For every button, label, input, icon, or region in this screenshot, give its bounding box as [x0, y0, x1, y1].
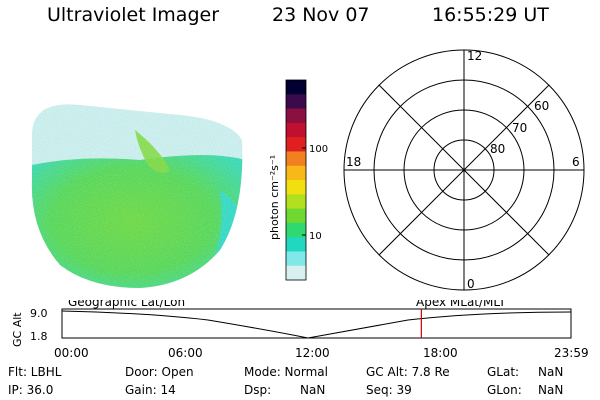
mlat-label-80: 80 [490, 142, 505, 156]
strip-ylabel: GC Alt [11, 312, 24, 347]
gain-value: Gain: 14 [125, 383, 176, 397]
uv-auroral-image [31, 104, 243, 288]
time-label: 16:55:29 UT [432, 4, 549, 26]
altitude-curve [61, 310, 572, 339]
colorbar-swatch [286, 151, 306, 167]
colorbar-swatches [286, 80, 306, 281]
x-tick-2359: 23:59 [554, 346, 589, 360]
glat-label: GLat: [487, 365, 520, 379]
colorbar-swatch [286, 222, 306, 238]
mlat-label-60: 60 [534, 99, 549, 113]
gc-alt-value: GC Alt: 7.8 Re [366, 365, 450, 379]
strip-ytick-high: 9.0 [30, 307, 48, 320]
orbit-altitude-strip: Geographic Lat/Lon Apex MLat/MLT GC Alt … [11, 300, 589, 360]
mlt-label-0: 0 [467, 277, 475, 291]
strip-frame [61, 308, 572, 339]
x-tick-0000: 00:00 [54, 346, 89, 360]
strip-title-geographic: Geographic Lat/Lon [68, 300, 185, 309]
colorbar-swatch [286, 208, 306, 224]
seq-value: Seq: 39 [366, 383, 412, 397]
door-value: Door: Open [125, 365, 194, 379]
colorbar-swatch [286, 137, 306, 152]
strip-ytick-low: 1.8 [30, 330, 48, 343]
mlat-label-70: 70 [512, 121, 527, 135]
date-label: 23 Nov 07 [272, 4, 370, 26]
colorbar-swatch [286, 165, 306, 181]
colorbar-swatch [286, 108, 306, 124]
mlt-label-12: 12 [467, 49, 482, 63]
x-tick-0600: 06:00 [168, 346, 203, 360]
flt-value: Flt: LBHL [8, 365, 62, 379]
mode-value: Mode: Normal [244, 365, 328, 379]
colorbar-frame [285, 79, 307, 281]
colorbar-swatch [286, 194, 306, 210]
dsp-value: NaN [300, 383, 326, 397]
colorbar-tick-100: 100 [309, 144, 328, 155]
colorbar-tick-10: 10 [309, 231, 322, 242]
intensity-colorbar: 100 10 photon cm⁻²s⁻¹ [268, 79, 328, 281]
glon-label: GLon: [487, 383, 522, 397]
mlt-label-6: 6 [572, 155, 580, 169]
dsp-label: Dsp: [244, 383, 272, 397]
mlat-mlt-polar-grid: 12 18 6 0 60 70 80 [343, 49, 585, 291]
strip-title-apex: Apex MLat/MLT [416, 300, 506, 309]
colorbar-swatch [286, 265, 306, 281]
x-tick-1200: 12:00 [295, 346, 330, 360]
ip-value: IP: 36.0 [8, 383, 54, 397]
colorbar-label: photon cm⁻²s⁻¹ [268, 155, 281, 240]
colorbar-swatch [286, 237, 306, 252]
colorbar-swatch [286, 80, 306, 95]
colorbar-swatch [286, 94, 306, 110]
colorbar-swatch [286, 122, 306, 138]
app-title: Ultraviolet Imager [47, 4, 220, 26]
colorbar-swatch [286, 180, 306, 195]
x-tick-1800: 18:00 [423, 346, 458, 360]
glon-value: NaN [538, 383, 564, 397]
glat-value: NaN [538, 365, 564, 379]
mlt-label-18: 18 [346, 155, 361, 169]
colorbar-swatch [286, 251, 306, 267]
polar-diagonal-2 [378, 84, 550, 256]
